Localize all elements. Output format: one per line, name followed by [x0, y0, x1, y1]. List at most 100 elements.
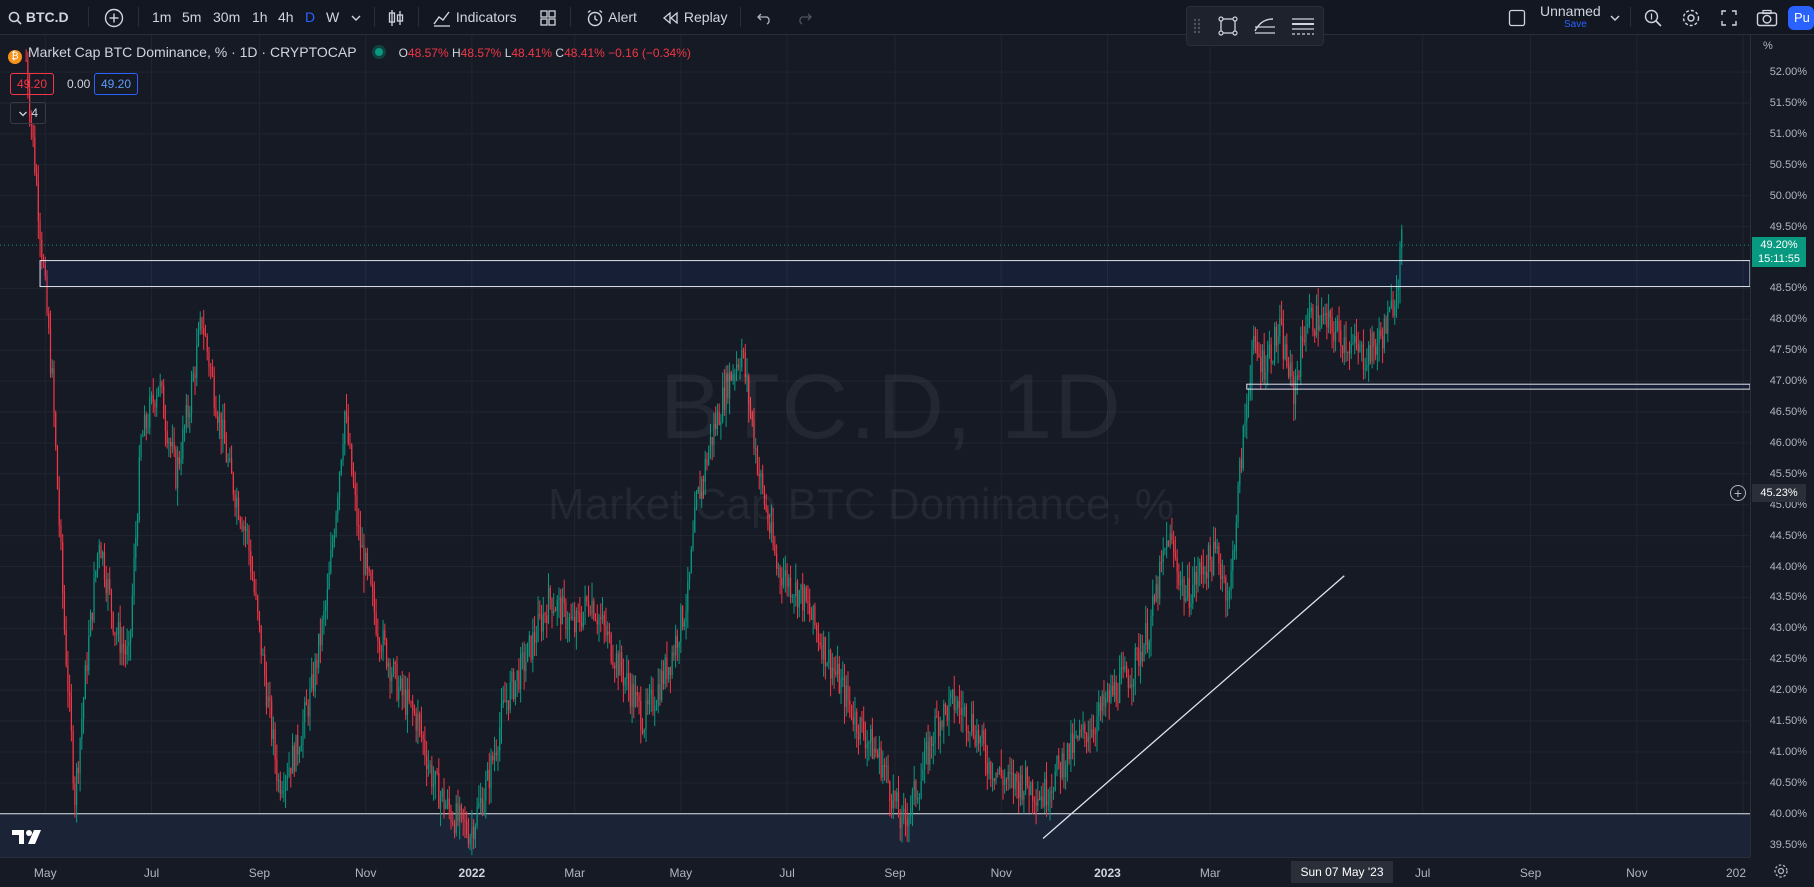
- candle-body: [688, 572, 691, 581]
- candle-body: [69, 691, 71, 696]
- snapshot-button[interactable]: [1756, 0, 1778, 34]
- price-axis[interactable]: % 52.00% 51.50% 51.00% 50.50% 50.00% 49.50% 48…: [1750, 35, 1814, 857]
- candle-body: [1322, 314, 1324, 316]
- time-tick-label: May: [669, 866, 693, 880]
- candle-body: [913, 780, 915, 791]
- candle-body: [338, 473, 341, 498]
- candle-body: [1385, 318, 1387, 334]
- candle-body: [1300, 335, 1302, 377]
- add-alert-plus-icon[interactable]: +: [1730, 485, 1746, 501]
- buy-button[interactable]: 49.20: [94, 73, 139, 95]
- toolbar-divider: [138, 7, 139, 27]
- candle-body: [944, 704, 947, 707]
- chart-type-button[interactable]: [386, 0, 406, 34]
- candle-body: [375, 612, 377, 634]
- candle-body: [1103, 694, 1105, 707]
- candle-body: [805, 587, 807, 601]
- multi-chart-layout-button[interactable]: [1508, 0, 1526, 34]
- market-status-icon[interactable]: [374, 48, 383, 56]
- redo-button[interactable]: [795, 0, 813, 34]
- candle-body: [459, 805, 461, 822]
- tradingview-logo[interactable]: [12, 826, 46, 852]
- time-tick-label: Sep: [1519, 866, 1542, 880]
- candle-body: [1308, 311, 1311, 325]
- candle-body: [439, 796, 442, 809]
- candle-body: [1202, 566, 1204, 575]
- interval-5m[interactable]: 5m: [182, 9, 202, 25]
- magnifier-icon: [1644, 10, 1662, 27]
- candle-body: [1230, 570, 1232, 591]
- candle-body: [631, 683, 633, 707]
- camera-icon: [1756, 10, 1778, 27]
- interval-4h[interactable]: 4h: [278, 9, 294, 25]
- layouts-grid-button[interactable]: [539, 0, 557, 34]
- candle-body: [1265, 372, 1267, 380]
- candle-body: [845, 685, 847, 707]
- candle-body: [661, 670, 663, 701]
- publish-button[interactable]: Pu: [1788, 6, 1814, 30]
- candle-body: [257, 596, 259, 613]
- candle-body: [584, 596, 586, 612]
- interval-1h[interactable]: 1h: [252, 9, 268, 25]
- candle-body: [1190, 603, 1192, 608]
- candle-body: [262, 654, 264, 656]
- candle-body: [669, 667, 672, 675]
- axis-settings-button[interactable]: [1772, 862, 1790, 883]
- rectangle-tool-icon[interactable]: [1217, 15, 1239, 37]
- candle-body: [187, 405, 189, 418]
- candle-body: [998, 767, 1001, 773]
- candle-body: [1401, 229, 1403, 248]
- candle-body: [1338, 320, 1340, 331]
- drag-handle-icon[interactable]: [1193, 18, 1201, 34]
- sell-button[interactable]: 49.20: [10, 73, 55, 95]
- candle-body: [908, 815, 910, 826]
- candle-body: [556, 600, 558, 611]
- alert-button[interactable]: Alert: [585, 0, 637, 34]
- candle-body: [1399, 247, 1401, 287]
- candle-body: [878, 747, 880, 758]
- interval-30m[interactable]: 30m: [213, 9, 241, 25]
- candle-body: [1106, 690, 1109, 699]
- candle-body: [676, 635, 678, 648]
- time-tick-label: Jul: [143, 866, 160, 880]
- candle-body: [1023, 790, 1025, 800]
- candle-body: [1369, 344, 1372, 362]
- price-chart[interactable]: [0, 35, 1750, 857]
- settings-button[interactable]: [1681, 0, 1701, 34]
- time-tick-label: Jul: [779, 866, 795, 880]
- interval-1m[interactable]: 1m: [152, 9, 172, 25]
- interval-menu-button[interactable]: [350, 0, 362, 34]
- candle-body: [224, 419, 226, 444]
- candle-body: [1394, 305, 1396, 316]
- indicators-collapse-button[interactable]: 4: [10, 102, 47, 124]
- fullscreen-button[interactable]: [1720, 0, 1738, 34]
- candle-body: [401, 678, 403, 696]
- interval-w[interactable]: W: [326, 9, 340, 25]
- price-tick-label: 44.50%: [1769, 529, 1807, 542]
- interval-d[interactable]: D: [305, 9, 316, 25]
- time-axis[interactable]: May Jul Sep Nov 2022 Mar May Jul Sep Nov 2023 Mar Ju…: [0, 857, 1750, 887]
- compare-add-symbol-button[interactable]: [104, 0, 124, 34]
- close-value: 48.41%: [564, 46, 605, 60]
- undo-button[interactable]: [756, 0, 774, 34]
- candle-body: [234, 494, 236, 508]
- candle-body: [244, 526, 247, 531]
- current-price-value: 49.20%: [1760, 239, 1798, 252]
- indicators-button[interactable]: Indicators: [432, 0, 517, 34]
- candle-body: [53, 368, 55, 413]
- line-style-icon[interactable]: [1291, 15, 1315, 37]
- layout-name-button[interactable]: Unnamed Save: [1540, 4, 1601, 32]
- time-tick-label: 202: [1725, 866, 1747, 880]
- candle-body: [1075, 735, 1077, 737]
- candle-body: [1317, 305, 1319, 331]
- layout-menu-button[interactable]: [1609, 0, 1621, 34]
- quick-search-button[interactable]: [1643, 0, 1663, 34]
- candle-body: [157, 386, 160, 396]
- price-tick-label: 50.00%: [1769, 189, 1807, 202]
- brush-tool-icon[interactable]: [1253, 15, 1277, 37]
- symbol-search-button[interactable]: BTC.D: [8, 0, 69, 34]
- candle-body: [1110, 685, 1112, 703]
- candle-body: [1246, 404, 1248, 421]
- candle-body: [960, 707, 962, 716]
- replay-button[interactable]: Replay: [662, 0, 727, 34]
